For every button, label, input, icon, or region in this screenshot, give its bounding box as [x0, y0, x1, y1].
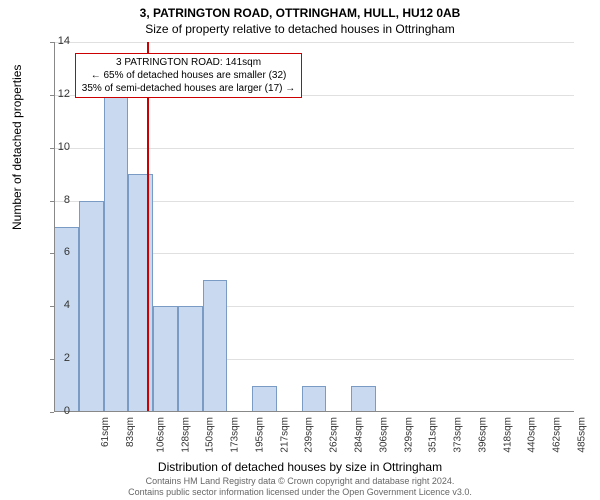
ytick-label: 8 [40, 194, 70, 206]
xtick-label: 440sqm [527, 417, 538, 453]
xtick-label: 239sqm [304, 417, 315, 453]
xtick-label: 61sqm [100, 417, 111, 447]
ytick-label: 14 [40, 35, 70, 47]
ytick-label: 4 [40, 299, 70, 311]
ytick-label: 10 [40, 141, 70, 153]
gridline [54, 42, 574, 43]
ytick-label: 12 [40, 88, 70, 100]
ytick-label: 0 [40, 405, 70, 417]
annotation-line: ← 65% of detached houses are smaller (32… [82, 69, 295, 82]
histogram-bar [128, 174, 153, 412]
xtick-label: 217sqm [279, 417, 290, 453]
xtick-label: 106sqm [155, 417, 166, 453]
xtick-label: 485sqm [576, 417, 587, 453]
histogram-bar [104, 95, 129, 412]
xtick-label: 284sqm [354, 417, 365, 453]
plot-area: 3 PATRINGTON ROAD: 141sqm← 65% of detach… [54, 42, 574, 412]
xtick-label: 128sqm [180, 417, 191, 453]
ytick-label: 2 [40, 352, 70, 364]
histogram-bar [302, 386, 327, 412]
gridline [54, 148, 574, 149]
xtick-label: 351sqm [428, 417, 439, 453]
xtick-label: 262sqm [329, 417, 340, 453]
xtick-label: 83sqm [125, 417, 136, 447]
title-main: 3, PATRINGTON ROAD, OTTRINGHAM, HULL, HU… [0, 0, 600, 20]
histogram-bar [79, 201, 104, 412]
xtick-label: 462sqm [552, 417, 563, 453]
footer-line2: Contains public sector information licen… [0, 487, 600, 498]
title-sub: Size of property relative to detached ho… [0, 20, 600, 36]
xtick-label: 418sqm [502, 417, 513, 453]
histogram-bar [153, 306, 178, 412]
chart-container: 3, PATRINGTON ROAD, OTTRINGHAM, HULL, HU… [0, 0, 600, 500]
xtick-label: 306sqm [378, 417, 389, 453]
xtick-label: 373sqm [453, 417, 464, 453]
xtick-label: 329sqm [403, 417, 414, 453]
ytick-label: 6 [40, 246, 70, 258]
histogram-bar [351, 386, 376, 412]
y-axis-label: Number of detached properties [10, 65, 24, 230]
footer-line1: Contains HM Land Registry data © Crown c… [0, 476, 600, 487]
xtick-label: 150sqm [205, 417, 216, 453]
xtick-label: 173sqm [230, 417, 241, 453]
annotation-box: 3 PATRINGTON ROAD: 141sqm← 65% of detach… [75, 53, 302, 98]
histogram-bar [178, 306, 203, 412]
histogram-bar [203, 280, 228, 412]
annotation-line: 3 PATRINGTON ROAD: 141sqm [82, 56, 295, 69]
annotation-line: 35% of semi-detached houses are larger (… [82, 82, 295, 95]
xtick-label: 396sqm [477, 417, 488, 453]
x-axis [54, 411, 574, 412]
footer: Contains HM Land Registry data © Crown c… [0, 476, 600, 498]
histogram-bar [252, 386, 277, 412]
x-axis-label: Distribution of detached houses by size … [0, 460, 600, 474]
xtick-label: 195sqm [255, 417, 266, 453]
